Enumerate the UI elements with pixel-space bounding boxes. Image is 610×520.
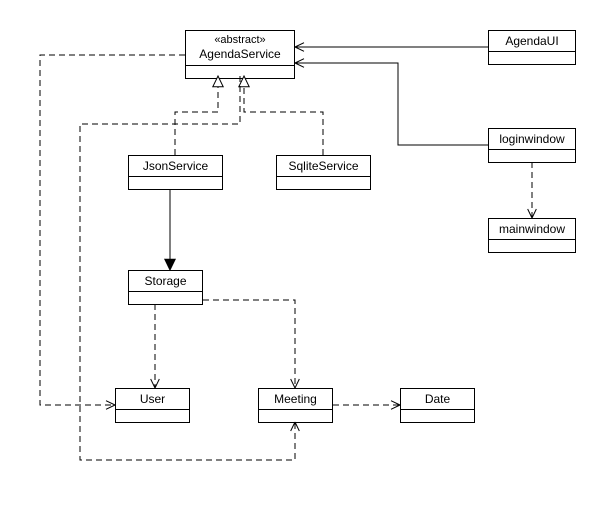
class-storage-name: Storage: [144, 274, 186, 288]
class-mainwindow: mainwindow: [488, 218, 576, 253]
class-storage: Storage: [128, 270, 203, 305]
class-jsonservice-name: JsonService: [143, 159, 208, 173]
class-agendaservice-name: AgendaService: [199, 47, 280, 61]
class-user: User: [115, 388, 190, 423]
class-agendaui-name: AgendaUI: [505, 34, 558, 48]
class-date: Date: [400, 388, 475, 423]
class-agendaservice: «abstract» AgendaService: [185, 30, 295, 79]
class-loginwindow: loginwindow: [488, 128, 576, 163]
class-sqliteservice: SqliteService: [276, 155, 371, 190]
class-user-name: User: [140, 392, 165, 406]
class-agendaservice-stereotype: «abstract»: [192, 34, 288, 47]
class-date-name: Date: [425, 392, 450, 406]
class-jsonservice: JsonService: [128, 155, 223, 190]
class-meeting: Meeting: [258, 388, 333, 423]
class-loginwindow-name: loginwindow: [499, 132, 564, 146]
class-meeting-name: Meeting: [274, 392, 317, 406]
class-agendaui: AgendaUI: [488, 30, 576, 65]
class-sqliteservice-name: SqliteService: [288, 159, 358, 173]
diagram-canvas: «abstract» AgendaService AgendaUI loginw…: [0, 0, 610, 520]
class-mainwindow-name: mainwindow: [499, 222, 565, 236]
edges-layer: [0, 0, 610, 520]
